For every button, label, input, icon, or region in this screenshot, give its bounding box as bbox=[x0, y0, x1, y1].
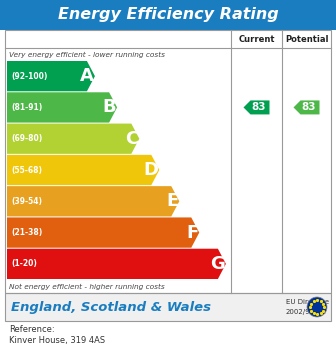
Text: 2002/91/EC: 2002/91/EC bbox=[286, 309, 327, 315]
Text: Not energy efficient - higher running costs: Not energy efficient - higher running co… bbox=[9, 283, 165, 290]
Polygon shape bbox=[294, 100, 320, 114]
Text: G: G bbox=[210, 255, 225, 273]
Polygon shape bbox=[244, 100, 269, 114]
Text: (55-68): (55-68) bbox=[11, 165, 42, 175]
Text: (92-100): (92-100) bbox=[11, 72, 47, 81]
Text: D: D bbox=[143, 161, 158, 179]
Text: C: C bbox=[125, 130, 138, 148]
Text: B: B bbox=[102, 98, 116, 116]
Bar bbox=[5, 30, 331, 293]
Text: Very energy efficient - lower running costs: Very energy efficient - lower running co… bbox=[9, 51, 165, 58]
Text: Kinver House, 319 4AS: Kinver House, 319 4AS bbox=[9, 337, 105, 345]
Text: (21-38): (21-38) bbox=[11, 228, 42, 237]
Polygon shape bbox=[7, 155, 159, 185]
Bar bbox=[0, 0, 336, 30]
Text: (1-20): (1-20) bbox=[11, 260, 37, 268]
Text: (81-91): (81-91) bbox=[11, 103, 42, 112]
Text: Reference:: Reference: bbox=[9, 324, 55, 333]
Text: (69-80): (69-80) bbox=[11, 134, 42, 143]
Polygon shape bbox=[7, 124, 139, 154]
Text: E: E bbox=[166, 192, 178, 210]
Text: EU Directive: EU Directive bbox=[286, 299, 329, 305]
Text: England, Scotland & Wales: England, Scotland & Wales bbox=[11, 300, 211, 313]
Polygon shape bbox=[7, 186, 179, 217]
Text: F: F bbox=[186, 224, 198, 241]
Circle shape bbox=[307, 297, 327, 317]
Polygon shape bbox=[7, 217, 199, 248]
Polygon shape bbox=[7, 61, 95, 91]
Text: 83: 83 bbox=[301, 103, 316, 113]
Text: Energy Efficiency Rating: Energy Efficiency Rating bbox=[58, 7, 278, 22]
Text: (39-54): (39-54) bbox=[11, 197, 42, 206]
Text: Current: Current bbox=[238, 34, 275, 44]
Text: A: A bbox=[80, 67, 94, 85]
Text: Potential: Potential bbox=[285, 34, 328, 44]
Polygon shape bbox=[7, 249, 226, 279]
Polygon shape bbox=[7, 92, 117, 122]
Bar bbox=[5, 293, 331, 321]
Text: 83: 83 bbox=[251, 103, 266, 113]
